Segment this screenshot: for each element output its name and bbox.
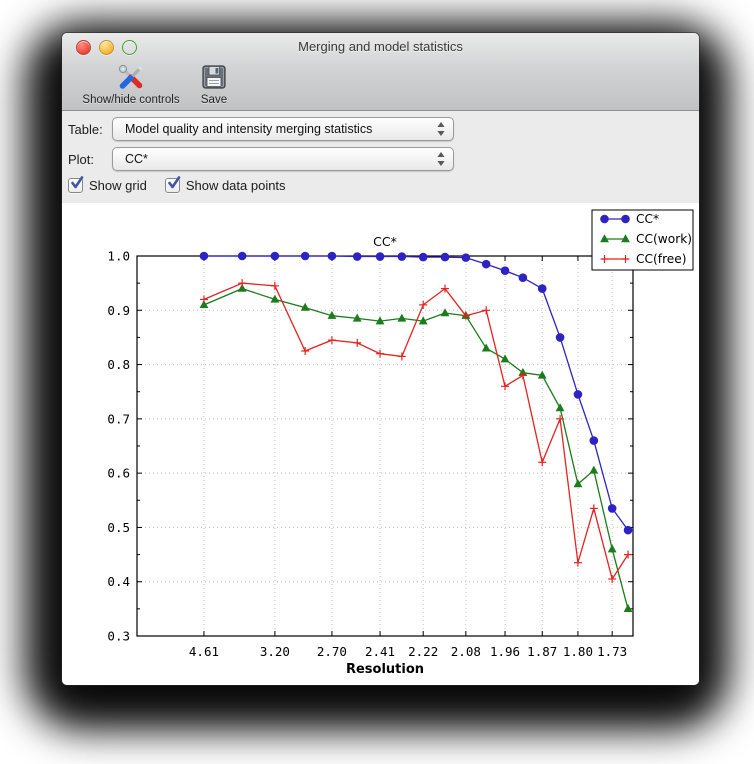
traffic-lights: [76, 40, 137, 55]
chart-title: CC*: [373, 234, 397, 249]
svg-text:1.96: 1.96: [490, 644, 520, 659]
show-data-points-label: Show data points: [185, 178, 286, 193]
series-cc-work-: [199, 283, 633, 613]
svg-text:0.3: 0.3: [107, 629, 130, 644]
legend-label: CC*: [636, 212, 659, 226]
stepper-arrows-icon: [436, 121, 446, 137]
plot-label: Plot:: [68, 151, 95, 167]
show-grid-label: Show grid: [89, 178, 147, 193]
series-cc-free-: [199, 279, 633, 583]
table-select-value: Model quality and intensity merging stat…: [125, 122, 373, 136]
svg-text:4.61: 4.61: [189, 644, 219, 659]
close-button[interactable]: [76, 40, 91, 55]
svg-text:0.6: 0.6: [107, 466, 130, 481]
toolbar-item-label: Show/hide controls: [82, 94, 180, 106]
x-axis-label: Resolution: [346, 662, 424, 677]
tools-icon: [116, 62, 146, 92]
table-label: Table:: [68, 121, 103, 137]
save-icon: [200, 62, 228, 92]
checkmark-icon: [168, 176, 181, 189]
table-select[interactable]: Model quality and intensity merging stat…: [112, 117, 454, 141]
window-header: Merging and model statistics Show/hide c…: [62, 33, 699, 111]
gridlines: [137, 256, 633, 636]
legend-label: CC(free): [636, 252, 687, 266]
toolbar-item-label: Save: [200, 94, 228, 106]
show-grid-checkbox[interactable]: [68, 176, 84, 193]
plot-row: Plot: CC*: [68, 147, 454, 171]
table-row: Table: Model quality and intensity mergi…: [68, 117, 454, 141]
show-data-points-checkbox[interactable]: [164, 176, 181, 193]
svg-text:1.87: 1.87: [527, 644, 557, 659]
svg-text:2.22: 2.22: [408, 644, 438, 659]
show-hide-controls-button[interactable]: Show/hide controls: [72, 61, 190, 107]
save-button[interactable]: Save: [188, 61, 240, 107]
stepper-arrows-icon: [436, 151, 446, 167]
plot-select-value: CC*: [125, 152, 148, 166]
plot-select[interactable]: CC*: [112, 147, 454, 171]
svg-text:1.73: 1.73: [597, 644, 627, 659]
legend: CC* CC(work) CC(free): [591, 209, 694, 271]
checkmark-icon: [71, 176, 84, 189]
svg-text:0.9: 0.9: [107, 303, 130, 318]
zoom-button[interactable]: [122, 40, 137, 55]
chart: 4.61 3.20 2.70 2.41 2.22 2.08 1.96 1.87 1.80 1.73…: [107, 209, 694, 677]
app-window: Merging and model statistics Show/hide c…: [62, 33, 699, 685]
checkbox-row: Show grid Show data points: [68, 176, 304, 193]
svg-text:0.7: 0.7: [107, 411, 130, 426]
y-tick-labels: 0.3 0.4 0.5 0.6 0.7 0.8 0.9 1.0: [107, 249, 130, 644]
axis-ticks: [137, 255, 633, 637]
series-cc-: [199, 251, 633, 535]
svg-text:1.80: 1.80: [563, 644, 593, 659]
x-tick-labels: 4.61 3.20 2.70 2.41 2.22 2.08 1.96 1.87 1.80 1.73: [189, 644, 627, 659]
svg-text:0.4: 0.4: [107, 574, 130, 589]
svg-text:0.5: 0.5: [107, 520, 130, 535]
minimize-button[interactable]: [99, 40, 114, 55]
svg-text:2.08: 2.08: [451, 644, 481, 659]
svg-text:3.20: 3.20: [260, 644, 290, 659]
window-title: Merging and model statistics: [298, 39, 463, 54]
svg-text:0.8: 0.8: [107, 357, 130, 372]
plot-canvas: 4.61 3.20 2.70 2.41 2.22 2.08 1.96 1.87 1.80 1.73…: [62, 203, 699, 685]
legend-label: CC(work): [636, 232, 692, 246]
svg-text:1.0: 1.0: [107, 249, 130, 264]
svg-text:2.70: 2.70: [317, 644, 347, 659]
plot-border: [136, 255, 634, 637]
svg-text:2.41: 2.41: [365, 644, 395, 659]
